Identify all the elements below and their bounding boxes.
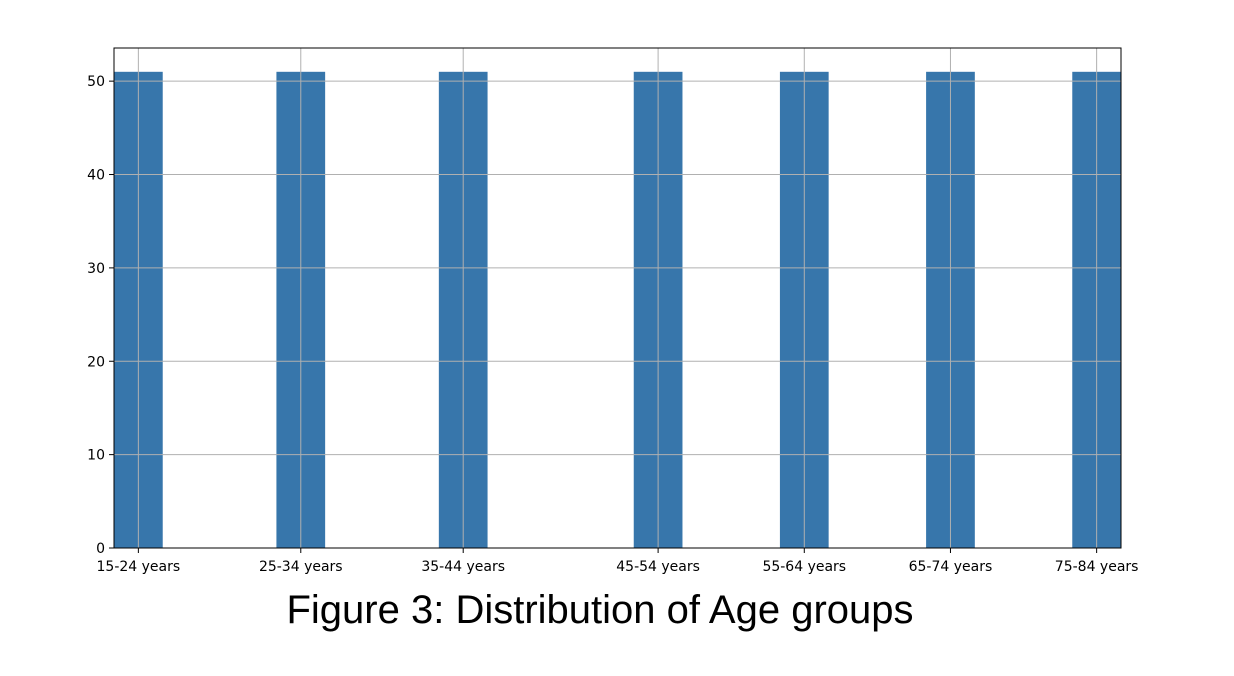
x-tick-label: 75-84 years [1055,559,1139,575]
x-tick-label: 45-54 years [616,559,700,575]
x-tick-label: 65-74 years [909,559,993,575]
axes: 15-24 years 25-34 years 35-44 years 45-54 y… [87,74,1138,575]
y-tick-label: 0 [96,541,105,557]
figure-caption: Figure 3: Distribution of Age groups [286,588,914,632]
x-tick-label: 35-44 years [421,559,505,575]
x-tick-label: 25-34 years [259,559,343,575]
bars [114,71,1121,549]
y-tick-label: 20 [87,354,105,370]
y-tick-label: 10 [87,448,105,464]
y-tick-label: 30 [87,261,105,277]
y-tick-label: 40 [87,168,105,184]
x-tick-label: 15-24 years [97,559,181,575]
y-tick-label: 50 [87,74,105,90]
plot-frame [113,47,1122,549]
x-tick-label: 55-64 years [762,559,846,575]
